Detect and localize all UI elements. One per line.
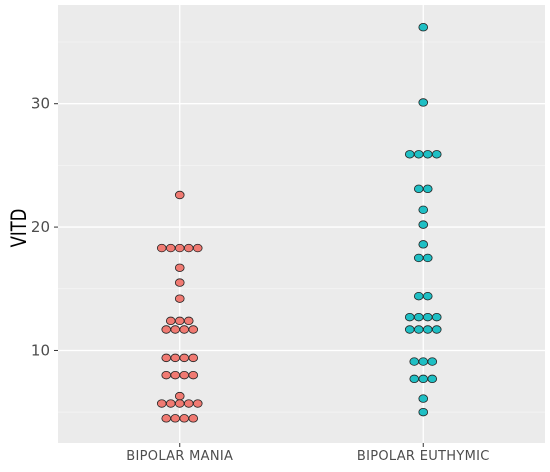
y-axis-ticks: 10 20 30: [31, 95, 58, 359]
point-series-0-13: [170, 325, 181, 334]
point-series-0-18: [179, 353, 190, 363]
point-series-1-18: [431, 312, 442, 322]
point-series-0-5: [192, 243, 203, 253]
point-series-0-27: [174, 399, 185, 408]
point-series-1-9: [418, 220, 429, 229]
point-series-0-9: [165, 316, 176, 326]
point-series-0-1: [156, 243, 167, 253]
point-series-1-19: [404, 325, 415, 334]
y-axis-title: VITD: [8, 209, 31, 248]
point-series-1-17: [422, 312, 433, 322]
point-series-0-4: [183, 243, 194, 253]
point-series-1-30: [418, 407, 429, 417]
point-series-0-22: [179, 370, 190, 380]
point-series-0-23: [188, 370, 199, 380]
point-series-0-21: [170, 370, 181, 380]
point-series-1-7: [422, 184, 433, 194]
point-series-0-32: [179, 414, 190, 423]
point-series-0-26: [165, 399, 176, 408]
point-series-0-20: [161, 370, 172, 380]
point-series-1-2: [404, 150, 415, 159]
point-series-1-12: [422, 253, 433, 263]
point-series-1-27: [418, 374, 429, 384]
point-series-1-21: [422, 325, 433, 334]
point-series-1-5: [431, 150, 442, 159]
y-tick-label-30: 30: [31, 95, 50, 113]
point-series-0-7: [174, 278, 185, 287]
point-series-1-11: [413, 253, 424, 263]
point-series-1-8: [418, 205, 429, 215]
point-series-1-10: [418, 240, 429, 249]
x-tick-label-1: BIPOLAR EUTHYMIC: [357, 449, 490, 464]
data-points: [156, 23, 442, 423]
point-series-0-28: [183, 399, 194, 408]
point-series-0-0: [174, 190, 185, 200]
point-series-1-29: [418, 394, 429, 403]
point-series-1-15: [404, 312, 415, 322]
point-series-1-25: [427, 357, 438, 366]
x-tick-label-0: BIPOLAR MANIA: [126, 449, 233, 464]
point-series-0-6: [174, 263, 185, 272]
point-series-1-1: [418, 98, 429, 107]
point-series-0-12: [161, 325, 172, 334]
point-series-1-22: [431, 325, 442, 334]
point-series-1-26: [409, 374, 420, 384]
point-series-1-13: [413, 291, 424, 301]
minor-gridlines: [58, 41, 545, 413]
point-series-0-31: [170, 414, 181, 423]
point-series-0-14: [179, 325, 190, 334]
point-series-1-16: [413, 312, 424, 322]
point-series-0-15: [188, 325, 199, 334]
point-series-0-2: [165, 243, 176, 253]
y-tick-label-10: 10: [31, 341, 50, 359]
point-series-1-3: [413, 150, 424, 159]
point-series-0-19: [188, 353, 199, 363]
point-series-0-3: [174, 243, 185, 253]
point-series-0-33: [188, 414, 199, 423]
point-series-0-24: [174, 391, 185, 401]
point-series-0-17: [170, 353, 181, 363]
point-series-0-10: [174, 316, 185, 326]
point-series-0-25: [156, 399, 167, 408]
y-tick-label-20: 20: [31, 218, 50, 236]
point-series-1-20: [413, 325, 424, 334]
point-series-0-11: [183, 316, 194, 326]
plot-panel: [58, 5, 545, 443]
point-series-0-8: [174, 294, 185, 303]
point-series-0-16: [161, 353, 172, 363]
x-axis-ticks: BIPOLAR MANIA BIPOLAR EUTHYMIC: [126, 443, 489, 464]
point-series-1-6: [413, 184, 424, 194]
point-series-1-28: [427, 374, 438, 384]
point-series-1-14: [422, 291, 433, 301]
point-series-1-23: [409, 357, 420, 366]
point-series-1-0: [418, 23, 429, 32]
point-series-1-4: [422, 150, 433, 159]
point-series-0-30: [161, 414, 172, 423]
point-series-1-24: [418, 357, 429, 366]
point-series-0-29: [192, 399, 203, 408]
